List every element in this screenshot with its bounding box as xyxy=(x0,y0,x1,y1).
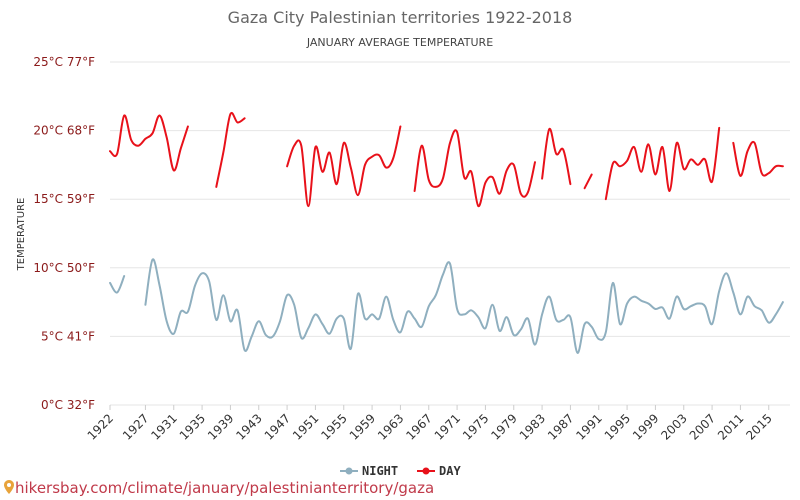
x-tick-label: 2007 xyxy=(687,411,718,442)
x-tick-labels: 1922 192719311935193919431947195119551959… xyxy=(85,405,775,443)
legend[interactable]: NIGHT DAY xyxy=(340,464,461,478)
night-series-line xyxy=(109,275,126,294)
x-tick-label: 1959 xyxy=(347,411,378,442)
legend-night-label: NIGHT xyxy=(362,464,398,478)
y-tick-labels: 0°C 32°F 5°C 41°F 10°C 50°F 15°C 59°F 20°C 6… xyxy=(33,55,95,412)
day-series-line xyxy=(413,129,536,208)
x-tick-label: 1927 xyxy=(120,411,151,442)
x-tick-label: 1935 xyxy=(177,411,208,442)
y-tick-label: 20°C 68°F xyxy=(33,124,95,138)
y-tick-label: 25°C 77°F xyxy=(33,55,95,69)
x-tick-label: 1939 xyxy=(205,411,236,442)
source-url: hikersbay.com/climate/january/palestinia… xyxy=(15,479,435,497)
y-tick-label: 5°C 41°F xyxy=(41,329,95,343)
x-tick-label: 1922 xyxy=(85,411,116,442)
night-series-line xyxy=(144,258,784,354)
legend-item-day[interactable]: DAY xyxy=(417,464,461,478)
x-tick-label: 1987 xyxy=(545,411,576,442)
y-tick-label: 15°C 59°F xyxy=(33,192,95,206)
x-tick-label: 1983 xyxy=(517,411,548,442)
y-tick-label: 10°C 50°F xyxy=(33,261,95,275)
legend-night-marker xyxy=(345,467,353,475)
x-tick-label: 1955 xyxy=(318,411,349,442)
day-series-line xyxy=(286,125,402,208)
legend-item-night[interactable]: NIGHT xyxy=(340,464,398,478)
legend-day-label: DAY xyxy=(439,464,461,478)
y-tick-label: 0°C 32°F xyxy=(41,398,95,412)
x-tick-label: 1999 xyxy=(630,411,661,442)
series-lines xyxy=(109,111,784,354)
day-series-line xyxy=(215,111,246,188)
x-tick-label: 1995 xyxy=(602,411,633,442)
x-tick-label: 1951 xyxy=(290,411,321,442)
day-series-line xyxy=(541,127,572,186)
x-tick-label: 1963 xyxy=(375,411,406,442)
x-tick-label: 1975 xyxy=(460,411,491,442)
chart-title: Gaza City Palestinian territories 1922-2… xyxy=(228,8,573,27)
x-tick-label: 2011 xyxy=(715,411,746,442)
x-tick-label: 1967 xyxy=(403,411,434,442)
location-pin-icon xyxy=(4,480,14,494)
day-series-line xyxy=(583,173,593,190)
x-tick-label: 2015 xyxy=(743,411,774,442)
day-series-line xyxy=(604,126,721,201)
x-tick-label: 2003 xyxy=(658,411,689,442)
x-tick-label: 1991 xyxy=(573,411,604,442)
x-tick-label: 1971 xyxy=(432,411,463,442)
x-tick-label: 1943 xyxy=(233,411,264,442)
day-series-line xyxy=(109,114,189,172)
x-tick-label: 1979 xyxy=(488,411,519,442)
source-link[interactable]: hikersbay.com/climate/january/palestinia… xyxy=(4,479,434,497)
grid-lines xyxy=(110,61,790,406)
day-series-line xyxy=(732,140,784,177)
legend-day-marker xyxy=(422,467,430,475)
x-tick-label: 1931 xyxy=(148,411,179,442)
y-axis-label: TEMPERATURE xyxy=(16,198,27,272)
x-tick-label: 1947 xyxy=(262,411,293,442)
chart-subtitle: JANUARY AVERAGE TEMPERATURE xyxy=(306,36,493,49)
